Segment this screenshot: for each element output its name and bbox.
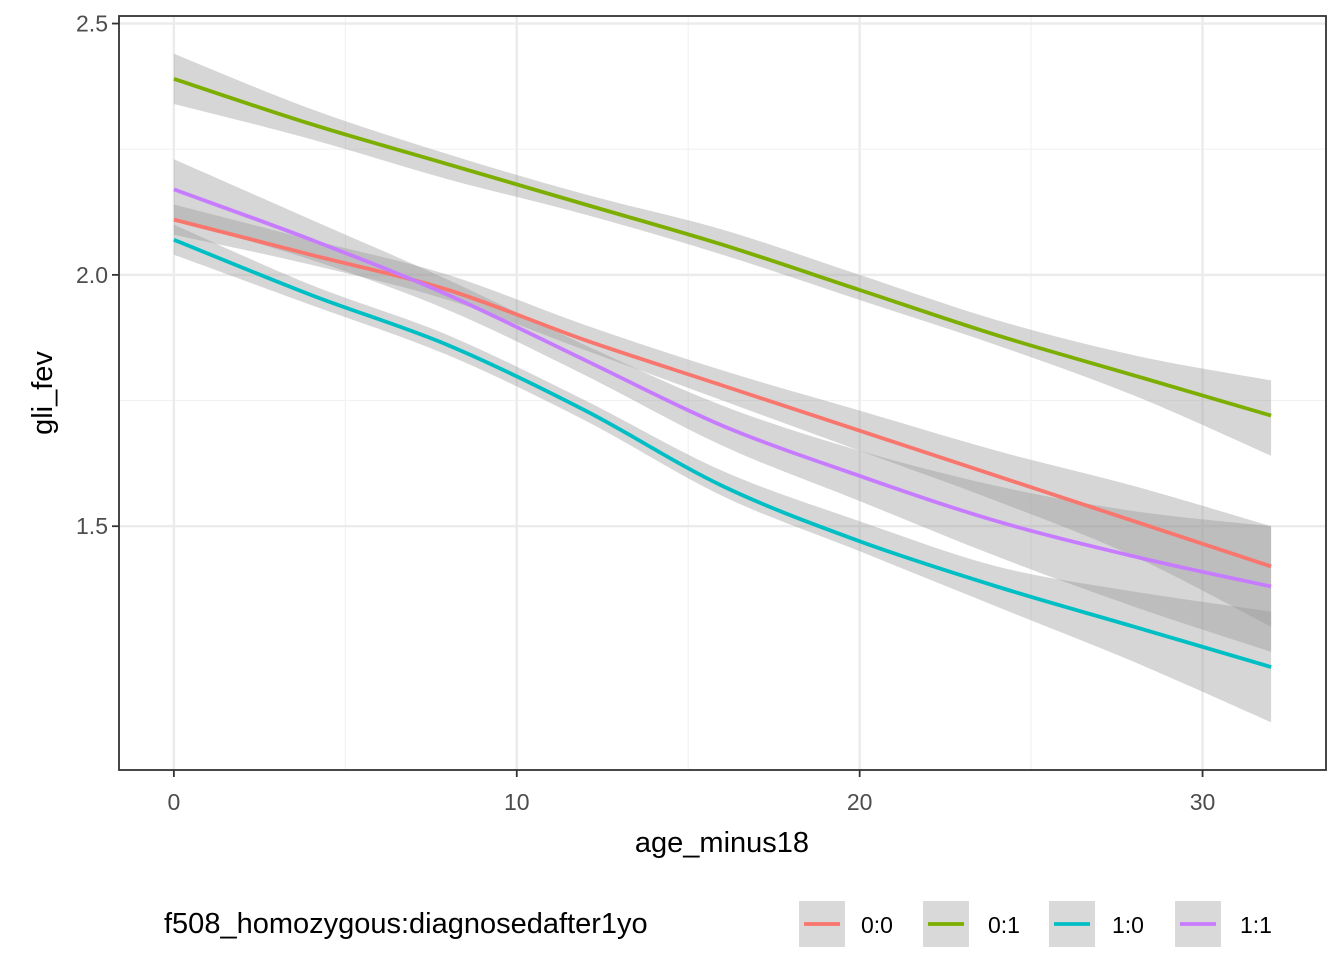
series-line-0-0 [173,217,1272,569]
axes: 0 10 20 30 1.5 2.0 2.5 [76,11,1215,815]
ci-ribbon-1-0 [173,224,1272,723]
legend-label-1-1: 1:1 [1240,912,1272,938]
ci-ribbon-1-1 [173,159,1272,652]
y-tick-label: 2.5 [76,11,108,37]
series-line-0-1 [173,76,1272,418]
y-tick-label: 2.0 [76,262,108,288]
legend-title: f508_homozygous:diagnosedafter1yo [164,908,648,940]
x-tick-label: 10 [504,789,530,815]
series-line-1-0 [173,237,1272,669]
legend-label-0-0: 0:0 [861,912,893,938]
x-tick-label: 20 [847,789,873,815]
series-line-1-1 [173,187,1272,589]
ci-ribbon-0-1 [173,53,1272,456]
legend: f508_homozygous:diagnosedafter1yo 0:0 0:1… [164,901,1272,947]
x-tick-label: 0 [167,789,180,815]
y-tick-label: 1.5 [76,513,108,539]
legend-label-0-1: 0:1 [988,912,1020,938]
x-tick-label: 30 [1190,789,1216,815]
y-axis-label: gli_fev [27,351,59,435]
legend-label-1-0: 1:0 [1112,912,1144,938]
series-lines [173,76,1272,669]
grid [119,16,1326,770]
x-axis-label: age_minus18 [635,827,809,859]
panel-border [118,15,1327,771]
